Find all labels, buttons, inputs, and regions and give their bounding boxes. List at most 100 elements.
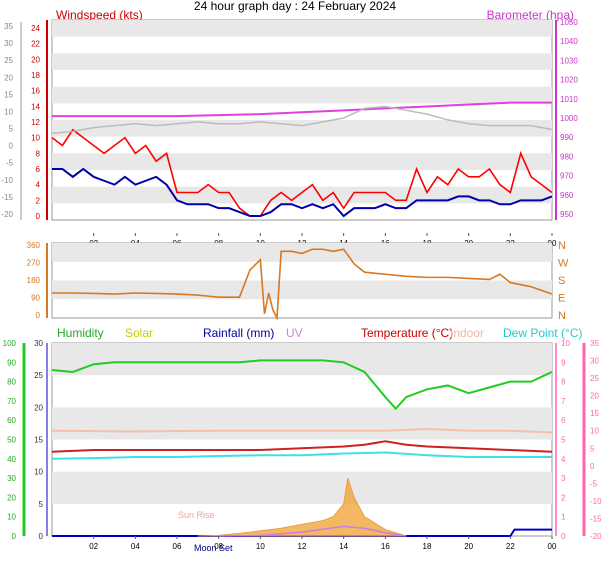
legend-dewpoint: Dew Point (°C) (503, 326, 582, 340)
barometer-line (52, 101, 552, 118)
barometer-tick: 1020 (560, 76, 578, 85)
gray-scale-tick: -15 (1, 193, 13, 202)
direction-tick: 360 (27, 241, 41, 250)
uv-tick: 10 (561, 339, 570, 348)
barometer-tick: 1050 (560, 18, 578, 27)
grid-band (52, 186, 552, 204)
legend-solar: Solar (125, 326, 153, 340)
uv-tick: 9 (561, 358, 566, 367)
windspeed-avg-line (52, 167, 553, 218)
temperature-tick: 30 (590, 357, 599, 366)
grid-band (52, 243, 552, 262)
x-tick-label: 06 (173, 542, 182, 551)
uv-tick: 7 (561, 397, 566, 406)
legend-rainfall: Rainfall (mm) (203, 326, 274, 340)
windspeed-tick: 0 (36, 212, 41, 221)
legend-indoor: Indoor (450, 326, 484, 340)
gray-scale-tick: 35 (4, 22, 13, 31)
x-tick-label: 18 (423, 542, 432, 551)
barometer-tick: 1030 (560, 56, 578, 65)
barometer-axis-title: Barometer (hpa) (487, 8, 574, 22)
humidity-tick: 40 (7, 455, 16, 464)
value-tick: 0 (39, 532, 44, 541)
windspeed-tick: 20 (31, 55, 40, 64)
humidity-tick: 50 (7, 436, 16, 445)
legend-humidity: Humidity (57, 326, 104, 340)
temperature-line (51, 440, 553, 453)
humidity-tick: 80 (7, 378, 16, 387)
humidity-tick: 10 (7, 513, 16, 522)
humidity-tick: 100 (3, 339, 17, 348)
gray-scale-tick: -5 (6, 159, 14, 168)
legend-uv: UV (286, 326, 303, 340)
temperature-tick: 0 (590, 462, 595, 471)
windspeed-axis-title: Windspeed (kts) (56, 8, 143, 22)
compass-label: N (558, 240, 566, 252)
uv-tick: 5 (561, 436, 566, 445)
direction-tick: 270 (27, 259, 41, 268)
humidity-tick: 0 (12, 532, 17, 541)
uv-tick: 0 (561, 532, 566, 541)
gray-scale-tick: 15 (4, 90, 13, 99)
legend-temperature: Temperature (°C) (361, 326, 453, 340)
uv-tick: 8 (561, 378, 566, 387)
barometer-tick: 980 (560, 152, 574, 161)
grid-band (52, 471, 552, 504)
compass-label: N (558, 310, 566, 322)
temperature-tick: -10 (590, 497, 602, 506)
uv-tick: 6 (561, 416, 566, 425)
uv-line (218, 525, 407, 537)
value-tick: 15 (34, 436, 43, 445)
windspeed-tick: 18 (31, 71, 40, 80)
gray-scale-tick: -10 (1, 176, 13, 185)
windspeed-tick: 24 (31, 24, 40, 33)
temperature-tick: 20 (590, 392, 599, 401)
direction-line (52, 248, 553, 322)
grid-band (52, 53, 552, 70)
barometer-tick: 960 (560, 191, 574, 200)
windspeed-tick: 6 (36, 165, 41, 174)
solar-area (197, 477, 407, 537)
windspeed-tick: 2 (36, 196, 41, 205)
compass-label: S (558, 275, 565, 287)
x-tick-label: 02 (89, 542, 98, 551)
gray-scale-tick: 25 (4, 56, 13, 65)
x-tick-label: 12 (298, 542, 307, 551)
gray-scale-tick: 0 (9, 142, 14, 151)
moon-set-label: Moon Set (194, 543, 233, 553)
temperature-tick: 15 (590, 409, 599, 418)
barometer-tick: 990 (560, 133, 574, 142)
compass-label: E (558, 293, 565, 305)
pressure-line (51, 105, 553, 135)
wind-panel: Windspeed (kts) Barometer (hpa) 24222018… (1, 8, 578, 248)
x-tick-label: 22 (506, 542, 515, 551)
x-tick-label: 10 (256, 542, 265, 551)
temperature-tick: 35 (590, 339, 599, 348)
windspeed-tick: 14 (31, 102, 40, 111)
windspeed-tick: 16 (31, 87, 40, 96)
humidity-line (51, 359, 553, 411)
windspeed-line (51, 128, 553, 217)
value-tick: 30 (34, 339, 43, 348)
grid-band (52, 407, 552, 440)
direction-tick: 180 (27, 276, 41, 285)
x-tick-label: 00 (548, 542, 557, 551)
sun-rise-label: Sun Rise (178, 510, 215, 520)
direction-tick: 0 (36, 311, 41, 320)
temperature-tick: -5 (590, 479, 598, 488)
grid-band (52, 86, 552, 104)
grid-band (52, 280, 552, 300)
temperature-tick: 25 (590, 374, 599, 383)
gray-scale-tick: 20 (4, 73, 13, 82)
barometer-tick: 1010 (560, 95, 578, 104)
barometer-tick: 1000 (560, 114, 578, 123)
humidity-tick: 30 (7, 474, 16, 483)
value-tick: 10 (34, 468, 43, 477)
gray-scale-tick: 10 (4, 107, 13, 116)
windspeed-tick: 8 (36, 149, 41, 158)
humidity-tick: 70 (7, 397, 16, 406)
temperature-tick: 5 (590, 444, 595, 453)
uv-tick: 3 (561, 474, 566, 483)
